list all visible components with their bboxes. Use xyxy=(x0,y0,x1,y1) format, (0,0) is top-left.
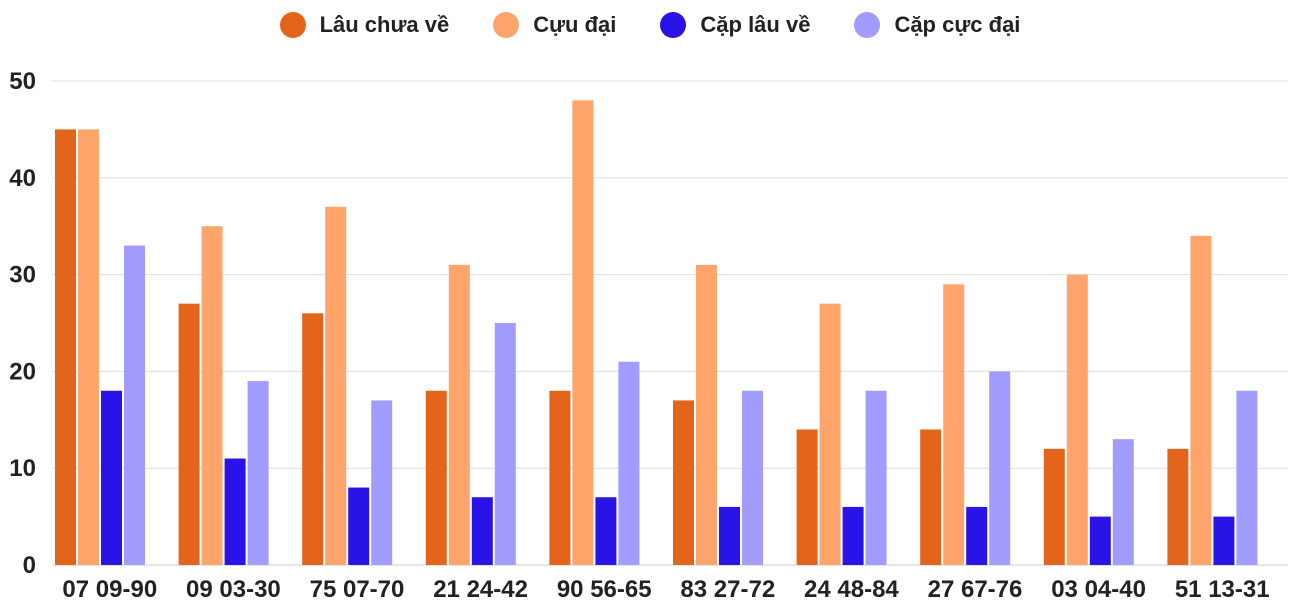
x-axis: 07 09-90 09 03-30 75 07-70 21 24-42 90 56-65… xyxy=(62,576,1269,600)
y-tick-label: 0 xyxy=(23,552,36,579)
bar-1 xyxy=(696,264,717,565)
bar-0 xyxy=(302,313,324,565)
bar-3 xyxy=(1236,390,1258,565)
x-tick-pair: 24-42 xyxy=(467,576,528,600)
bar-1 xyxy=(819,303,841,565)
x-tick-number: 75 xyxy=(310,576,343,600)
x-tick-number: 24 xyxy=(804,576,837,600)
legend-label-cap-lau-ve: Cặp lâu về xyxy=(700,12,811,37)
x-tick-label: 07 09-90 xyxy=(62,576,157,600)
x-tick-pair: 56-65 xyxy=(590,576,651,600)
bar-3 xyxy=(865,390,887,565)
x-tick-number: 03 xyxy=(1051,576,1084,600)
x-tick-label: 03 04-40 xyxy=(1051,576,1146,600)
bar-0 xyxy=(549,390,571,565)
x-tick-label: 24 48-84 xyxy=(804,576,899,600)
y-axis: 0 10 20 30 40 50 xyxy=(9,68,36,579)
legend-dot-cuu-dai xyxy=(493,12,520,38)
x-tick-label: 90 56-65 xyxy=(557,576,652,600)
legend-label-cuu-dai: Cựu đại xyxy=(533,12,617,37)
bar-2 xyxy=(224,458,246,565)
bars xyxy=(55,100,1258,566)
x-tick-number: 21 xyxy=(433,576,466,600)
bar-3 xyxy=(124,245,145,565)
x-tick-number: 51 xyxy=(1175,576,1208,600)
x-tick-number: 83 xyxy=(680,576,713,600)
bar-3 xyxy=(371,400,393,565)
y-tick-label: 20 xyxy=(9,358,36,385)
x-tick-pair: 04-40 xyxy=(1085,576,1146,600)
bar-2 xyxy=(471,497,493,565)
bar-1 xyxy=(572,100,594,566)
y-tick-label: 50 xyxy=(9,68,36,95)
legend-label-lau-chua-ve: Lâu chưa về xyxy=(319,12,450,37)
bar-0 xyxy=(1043,448,1065,565)
legend-label-cap-cuc-dai: Cặp cực đại xyxy=(894,12,1021,37)
y-tick-label: 30 xyxy=(9,262,36,289)
x-tick-number: 90 xyxy=(557,576,590,600)
legend-item-cap-cuc-dai: Cặp cực đại xyxy=(854,12,1020,38)
x-tick-pair: 13-31 xyxy=(1208,576,1269,600)
x-tick-label: 83 27-72 xyxy=(680,576,775,600)
bar-2 xyxy=(595,497,617,565)
legend-item-cap-lau-ve: Cặp lâu về xyxy=(660,12,810,38)
x-tick-pair: 67-76 xyxy=(961,576,1022,600)
bar-0 xyxy=(920,429,942,565)
x-tick-pair: 27-72 xyxy=(714,576,775,600)
bar-2 xyxy=(1213,516,1235,565)
bar-2 xyxy=(966,506,988,565)
bar-2 xyxy=(719,506,740,565)
bar-2 xyxy=(842,506,864,565)
legend-dot-lau-chua-ve xyxy=(279,12,306,38)
x-tick-number: 07 xyxy=(62,576,95,600)
bar-1 xyxy=(1190,235,1212,565)
x-tick-label: 27 67-76 xyxy=(928,576,1023,600)
y-tick-label: 10 xyxy=(9,455,36,482)
x-tick-pair: 09-90 xyxy=(96,576,157,600)
bar-3 xyxy=(494,323,516,565)
bar-3 xyxy=(618,361,640,565)
bar-1 xyxy=(448,264,470,565)
bar-3 xyxy=(247,381,269,565)
bar-3 xyxy=(989,371,1011,565)
x-tick-pair: 48-84 xyxy=(837,576,899,600)
legend-item-cuu-dai: Cựu đại xyxy=(493,12,616,38)
x-tick-label: 75 07-70 xyxy=(310,576,405,600)
bar-2 xyxy=(348,487,370,565)
legend-dot-cap-lau-ve xyxy=(660,12,687,38)
legend: Lâu chưa về Cựu đại Cặp lâu về Cặp cực đ… xyxy=(0,12,1300,38)
bar-0 xyxy=(425,390,447,565)
bar-1 xyxy=(78,129,99,565)
bar-0 xyxy=(673,400,694,565)
y-tick-label: 40 xyxy=(9,165,36,192)
bar-0 xyxy=(178,303,200,565)
x-tick-label: 51 13-31 xyxy=(1175,576,1270,600)
bar-3 xyxy=(742,390,763,565)
x-tick-number: 09 xyxy=(186,576,219,600)
legend-item-lau-chua-ve: Lâu chưa về xyxy=(279,12,450,38)
bar-2 xyxy=(101,390,122,565)
bar-1 xyxy=(325,206,347,565)
bar-0 xyxy=(796,429,818,565)
x-tick-label: 09 03-30 xyxy=(186,576,281,600)
bar-0 xyxy=(55,129,76,565)
bar-1 xyxy=(201,226,223,565)
legend-dot-cap-cuc-dai xyxy=(854,12,881,38)
x-tick-number: 27 xyxy=(928,576,961,600)
bar-1 xyxy=(1066,274,1088,565)
bar-1 xyxy=(943,284,965,565)
bar-0 xyxy=(1167,448,1189,565)
x-tick-pair: 03-30 xyxy=(219,576,280,600)
bar-2 xyxy=(1089,516,1111,565)
x-tick-label: 21 24-42 xyxy=(433,576,528,600)
bar-3 xyxy=(1112,439,1134,565)
x-tick-pair: 07-70 xyxy=(343,576,404,600)
